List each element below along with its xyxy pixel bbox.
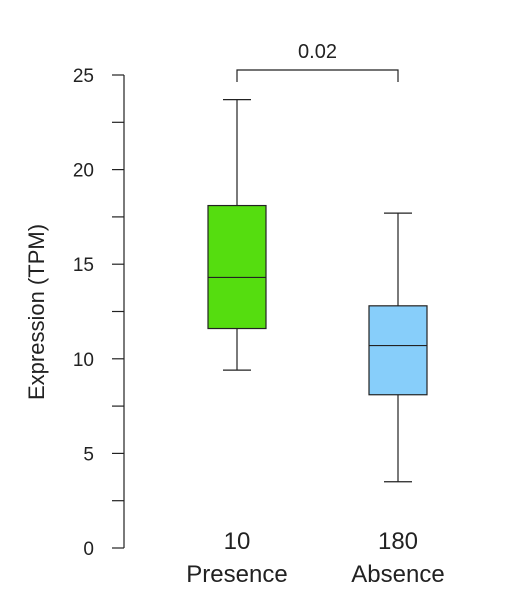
- category-name-label: Absence: [351, 561, 444, 588]
- y-axis: 0 5 10 15 20 25: [73, 66, 125, 560]
- box-group-presence: [207, 98, 267, 371]
- iqr-box: [368, 305, 428, 396]
- y-tick-label: 25: [73, 66, 94, 87]
- significance-bracket: [236, 69, 399, 82]
- y-tick-label: 15: [73, 255, 94, 276]
- significance-annotation: 0.02: [236, 41, 399, 82]
- category-count-label: 180: [378, 528, 418, 555]
- box-group-absence: [368, 212, 428, 483]
- y-tick-label: 0: [83, 539, 94, 560]
- y-axis-label: Expression (TPM): [24, 224, 49, 400]
- category-name-label: Presence: [186, 561, 287, 588]
- p-value-label: 0.02: [298, 41, 337, 63]
- y-tick-label: 10: [73, 350, 94, 371]
- y-tick-label: 5: [83, 444, 94, 465]
- category-count-label: 10: [224, 528, 251, 555]
- category-labels: 10 Presence 180 Absence: [186, 528, 444, 588]
- y-tick-label: 20: [73, 161, 94, 182]
- iqr-box: [207, 204, 267, 330]
- box-plots: [207, 98, 428, 483]
